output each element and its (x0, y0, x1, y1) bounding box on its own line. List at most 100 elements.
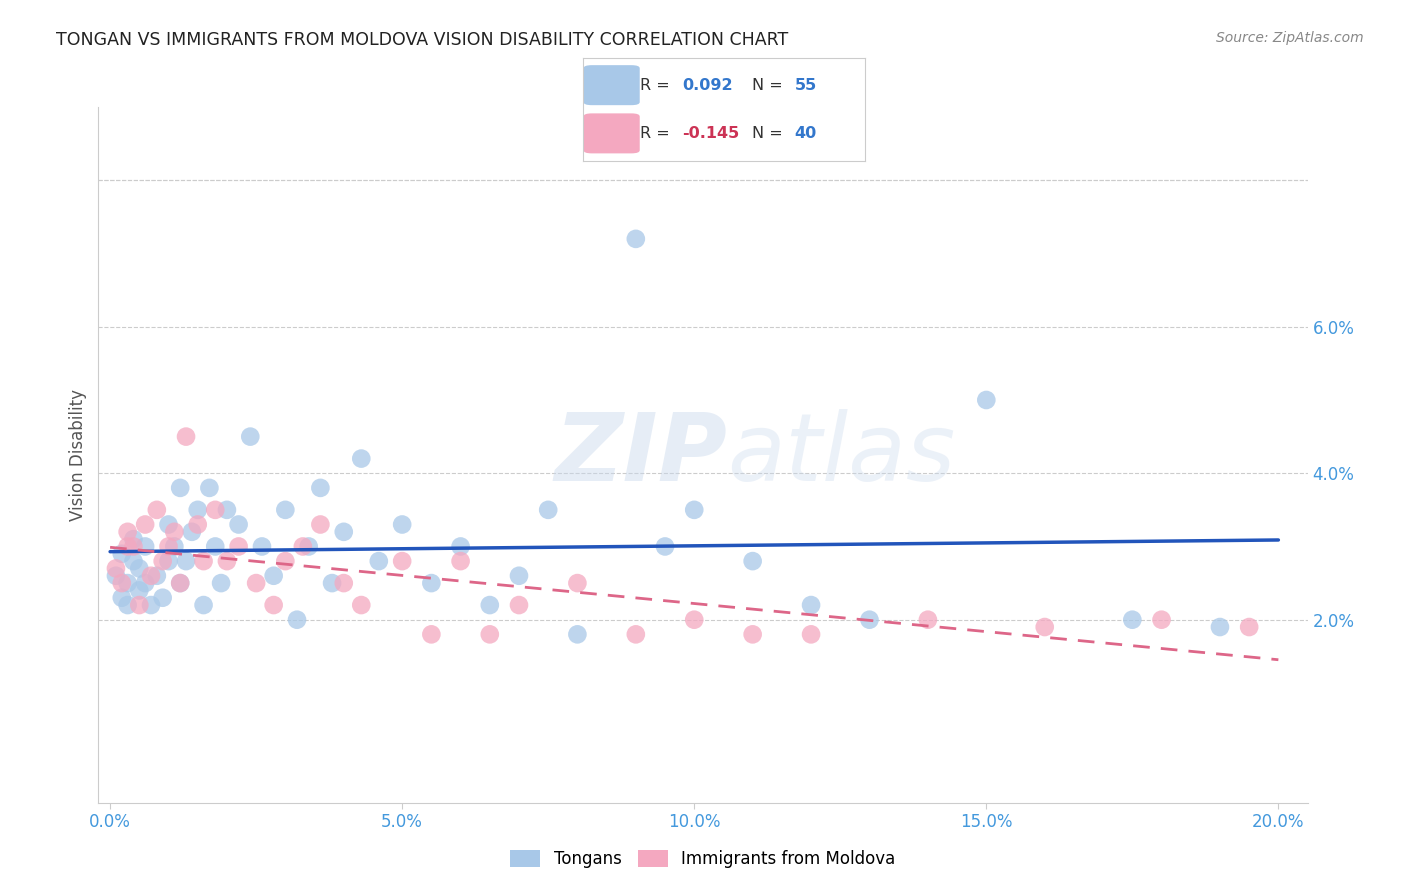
Text: R =: R = (640, 126, 675, 141)
Text: N =: N = (752, 126, 789, 141)
Point (450, 540, 472, 554)
Point (193, 554, 215, 568)
Point (228, 517, 250, 532)
Text: TONGAN VS IMMIGRANTS FROM MOLDOVA VISION DISABILITY CORRELATION CHART: TONGAN VS IMMIGRANTS FROM MOLDOVA VISION… (56, 31, 789, 49)
Point (169, 576, 191, 591)
Point (1237, 620, 1260, 634)
Point (624, 232, 647, 246)
Point (263, 568, 285, 582)
Text: ZIP: ZIP (554, 409, 727, 501)
Text: atlas: atlas (727, 409, 956, 500)
Point (567, 576, 589, 591)
Point (245, 576, 267, 591)
Point (239, 429, 262, 443)
Text: 0.092: 0.092 (682, 78, 733, 93)
Text: 40: 40 (794, 126, 817, 141)
Point (128, 598, 150, 612)
Point (134, 540, 156, 554)
Point (654, 540, 676, 554)
Text: R =: R = (640, 78, 675, 93)
Text: 55: 55 (794, 78, 817, 93)
Point (204, 540, 226, 554)
Point (858, 613, 880, 627)
Point (146, 503, 169, 517)
Point (111, 576, 134, 591)
Point (800, 627, 823, 641)
Point (683, 503, 706, 517)
Point (309, 517, 332, 532)
Point (152, 591, 174, 605)
Point (537, 503, 560, 517)
Point (163, 524, 186, 539)
Point (169, 576, 191, 591)
Point (478, 598, 501, 612)
Point (1150, 613, 1173, 627)
Point (624, 627, 647, 641)
Point (193, 598, 215, 612)
Y-axis label: Vision Disability: Vision Disability (69, 389, 87, 521)
Point (309, 481, 332, 495)
Point (285, 613, 308, 627)
Text: -0.145: -0.145 (682, 126, 740, 141)
Point (122, 540, 145, 554)
Point (204, 503, 226, 517)
Point (111, 547, 134, 561)
Point (215, 554, 238, 568)
FancyBboxPatch shape (583, 113, 640, 153)
Text: Source: ZipAtlas.com: Source: ZipAtlas.com (1216, 31, 1364, 45)
Point (741, 627, 763, 641)
Point (974, 392, 997, 407)
Point (1033, 620, 1056, 634)
Point (478, 627, 501, 641)
Point (122, 554, 145, 568)
Point (683, 613, 706, 627)
Point (321, 576, 343, 591)
Legend: Tongans, Immigrants from Moldova: Tongans, Immigrants from Moldova (503, 843, 903, 874)
Point (187, 517, 209, 532)
Point (163, 540, 186, 554)
Point (117, 576, 139, 591)
Point (250, 540, 273, 554)
Point (420, 627, 443, 641)
Point (157, 554, 180, 568)
Point (157, 540, 180, 554)
Point (274, 554, 297, 568)
Point (174, 429, 197, 443)
Point (508, 568, 530, 582)
Point (391, 554, 413, 568)
Point (1121, 613, 1143, 627)
Point (228, 540, 250, 554)
Point (209, 576, 232, 591)
FancyBboxPatch shape (583, 65, 640, 105)
Point (122, 532, 145, 546)
Point (800, 598, 823, 612)
Point (332, 524, 354, 539)
Point (332, 576, 354, 591)
Point (169, 481, 191, 495)
Point (198, 481, 221, 495)
Point (157, 517, 180, 532)
Point (291, 540, 314, 554)
Point (450, 554, 472, 568)
Point (187, 503, 209, 517)
Point (367, 554, 389, 568)
Point (152, 554, 174, 568)
Point (298, 540, 321, 554)
Point (104, 561, 127, 575)
Point (350, 451, 373, 466)
Point (567, 627, 589, 641)
Point (508, 598, 530, 612)
Point (134, 576, 156, 591)
Point (128, 583, 150, 598)
Point (139, 598, 162, 612)
Point (128, 561, 150, 575)
Point (741, 554, 763, 568)
Point (350, 598, 373, 612)
Point (174, 554, 197, 568)
Point (263, 598, 285, 612)
Point (139, 568, 162, 582)
Point (117, 524, 139, 539)
Point (180, 524, 202, 539)
Point (215, 503, 238, 517)
Point (274, 503, 297, 517)
